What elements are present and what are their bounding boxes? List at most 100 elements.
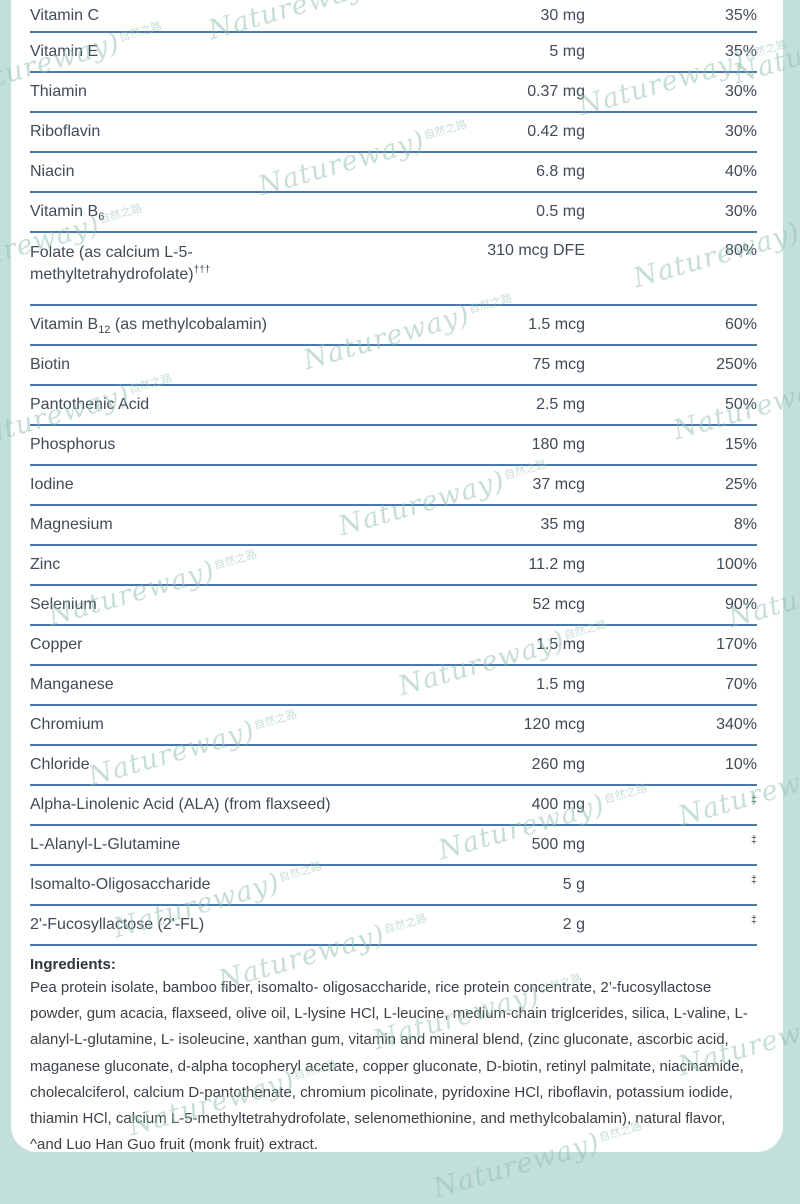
nutrient-daily-value: 35% — [724, 43, 757, 60]
nutrient-amount: 400 mg — [531, 796, 585, 813]
nutrient-amount: 35 mg — [540, 516, 585, 533]
nutrient-name: Chromium — [30, 716, 104, 734]
nutrient-amount: 11.2 mg — [528, 556, 585, 573]
nutrient-amount: 0.42 mg — [527, 123, 585, 140]
nutrient-amount: 1.5 mg — [536, 636, 585, 653]
nutrient-daily-value: 30% — [724, 123, 757, 140]
nutrient-amount: 37 mcg — [532, 476, 585, 493]
nutrient-amount: 1.5 mg — [536, 676, 585, 693]
nutrient-row: Alpha-Linolenic Acid (ALA) (from flaxsee… — [30, 786, 757, 826]
nutrient-row: Chromium 120 mcg 340% — [30, 706, 757, 746]
nutrient-amount: 1.5 mcg — [528, 316, 585, 333]
nutrient-daily-value: 100% — [716, 556, 757, 573]
nutrient-amount: 180 mg — [531, 436, 585, 453]
nutrient-name: Biotin — [30, 356, 71, 374]
nutrient-row: Thiamin 0.37 mg 30% — [30, 73, 757, 113]
nutrient-daily-value: 340% — [716, 716, 757, 733]
nutrient-amount: 310 mcg DFE — [487, 242, 585, 259]
nutrient-name: Niacin — [30, 163, 75, 181]
nutrient-name: Phosphorus — [30, 436, 116, 454]
nutrient-amount: 0.5 mg — [536, 203, 585, 220]
nutrient-name: Riboflavin — [30, 123, 101, 141]
nutrient-daily-value: 10% — [724, 756, 757, 773]
nutrient-row: Riboflavin 0.42 mg 30% — [30, 113, 757, 153]
nutrient-daily-value: 30% — [724, 203, 757, 220]
nutrient-name: Alpha-Linolenic Acid (ALA) (from flaxsee… — [30, 796, 331, 814]
ingredients-heading: Ingredients: — [30, 956, 116, 973]
nutrient-name: Chloride — [30, 756, 90, 774]
nutrient-name: L-Alanyl-L-Glutamine — [30, 836, 181, 854]
nutrient-name: Isomalto-Oligosaccharide — [30, 876, 211, 894]
nutrient-daily-value: ‡ — [585, 794, 757, 814]
supplement-facts-table: Vitamin C 30 mg 35% Vitamin E 5 mg 35% Thiamin… — [30, 0, 757, 946]
nutrient-row: Isomalto-Oligosaccharide 5 g ‡ — [30, 866, 757, 906]
nutrient-name: Selenium — [30, 596, 97, 614]
nutrient-name: Iodine — [30, 476, 74, 494]
nutrient-amount: 0.37 mg — [527, 83, 585, 100]
nutrient-amount: 30 mg — [540, 6, 585, 24]
supplement-facts-panel: Vitamin C 30 mg 35% Vitamin E 5 mg 35% Thiamin… — [11, 0, 783, 1153]
nutrient-name: Copper — [30, 636, 83, 654]
dagger-footnote-icon: ‡ — [750, 834, 757, 846]
nutrient-amount: 75 mcg — [532, 356, 585, 373]
nutrient-daily-value: 60% — [724, 316, 757, 333]
nutrient-row: Manganese 1.5 mg 70% — [30, 666, 757, 706]
nutrient-amount: 260 mg — [531, 756, 585, 773]
nutrient-daily-value: 170% — [716, 636, 757, 653]
nutrient-amount: 2.5 mg — [536, 396, 585, 413]
nutrient-name: Folate (as calcium L-5- methyltetrahydrof… — [30, 244, 211, 283]
nutrient-amount: 52 mcg — [532, 596, 585, 613]
nutrient-row: Biotin 75 mcg 250% — [30, 346, 757, 386]
nutrient-row: Chloride 260 mg 10% — [30, 746, 757, 786]
nutrient-row: Niacin 6.8 mg 40% — [30, 153, 757, 193]
nutrient-row: Vitamin B6 0.5 mg 30% — [30, 193, 757, 233]
nutrient-daily-value: 40% — [724, 163, 757, 180]
nutrient-name: Thiamin — [30, 83, 87, 101]
nutrient-row: Pantothenic Acid 2.5 mg 50% — [30, 386, 757, 426]
dagger-footnote-icon: ‡ — [750, 914, 757, 926]
dagger-footnote-icon: ‡ — [750, 874, 757, 886]
nutrient-row: Iodine 37 mcg 25% — [30, 466, 757, 506]
nutrient-daily-value: 8% — [733, 516, 757, 533]
nutrient-daily-value: 25% — [724, 476, 757, 493]
nutrient-row: Zinc 11.2 mg 100% — [30, 546, 757, 586]
nutrient-amount: 2 g — [562, 916, 585, 933]
nutrient-daily-value: 50% — [724, 396, 757, 413]
nutrient-name: Vitamin B12 (as methylcobalamin) — [30, 316, 267, 337]
nutrient-row: Vitamin C 30 mg 35% — [30, 0, 757, 33]
nutrient-row: Vitamin E 5 mg 35% — [30, 33, 757, 73]
nutrient-daily-value: 35% — [724, 6, 757, 24]
ingredients-text: Pea protein isolate, bamboo fiber, isoma… — [30, 979, 748, 1154]
nutrient-row: Vitamin B12 (as methylcobalamin) 1.5 mcg 6… — [30, 306, 757, 346]
nutrient-daily-value: 30% — [724, 83, 757, 100]
dagger-footnote-icon: ‡ — [750, 794, 757, 806]
nutrient-amount: 5 mg — [549, 43, 585, 60]
nutrient-daily-value: 90% — [724, 596, 757, 613]
nutrient-amount: 5 g — [562, 876, 585, 893]
nutrient-daily-value: 250% — [716, 356, 757, 373]
nutrient-daily-value: 70% — [724, 676, 757, 693]
nutrient-row: Folate (as calcium L-5- methyltetrahydrof… — [30, 233, 757, 306]
nutrient-daily-value: 80% — [724, 242, 757, 259]
nutrient-daily-value: ‡ — [585, 914, 757, 934]
nutrient-amount: 120 mcg — [523, 716, 585, 733]
nutrient-name: Vitamin C — [30, 6, 100, 24]
nutrient-amount: 500 mg — [531, 836, 585, 853]
nutrient-amount: 6.8 mg — [536, 163, 585, 180]
nutrient-row: Selenium 52 mcg 90% — [30, 586, 757, 626]
nutrient-row: Copper 1.5 mg 170% — [30, 626, 757, 666]
nutrient-row: 2'-Fucosyllactose (2'-FL) 2 g ‡ — [30, 906, 757, 946]
nutrient-name: Vitamin B6 — [30, 203, 105, 224]
ingredients-section: Ingredients: Pea protein isolate, bamboo… — [30, 946, 757, 1158]
nutrient-name: Manganese — [30, 676, 114, 694]
nutrient-name: 2'-Fucosyllactose (2'-FL) — [30, 916, 205, 934]
nutrient-daily-value: 15% — [724, 436, 757, 453]
nutrient-name: Vitamin E — [30, 43, 99, 61]
nutrient-name: Magnesium — [30, 516, 113, 534]
nutrient-daily-value: ‡ — [585, 874, 757, 894]
nutrient-name: Zinc — [30, 556, 61, 574]
nutrient-row: Magnesium 35 mg 8% — [30, 506, 757, 546]
nutrient-row: Phosphorus 180 mg 15% — [30, 426, 757, 466]
nutrient-daily-value: ‡ — [585, 834, 757, 854]
